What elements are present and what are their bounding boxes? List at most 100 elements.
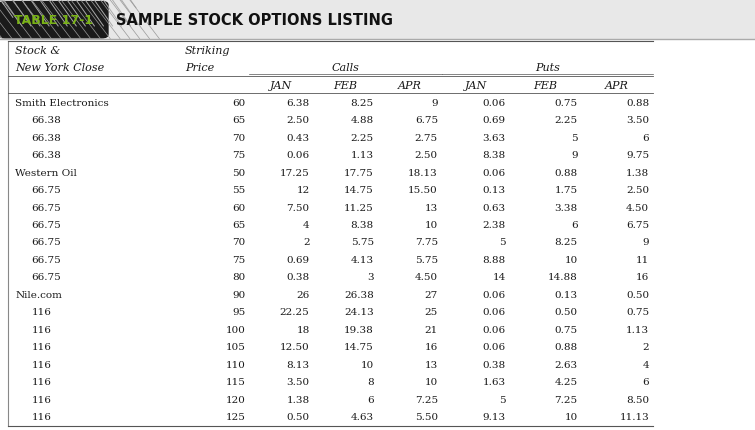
Text: 65: 65: [232, 116, 245, 125]
Text: 7.75: 7.75: [414, 238, 438, 247]
Text: SAMPLE STOCK OPTIONS LISTING: SAMPLE STOCK OPTIONS LISTING: [116, 13, 393, 28]
Text: 0.06: 0.06: [482, 98, 506, 108]
Text: FEB: FEB: [534, 80, 557, 90]
Text: 0.13: 0.13: [554, 290, 578, 299]
Text: 0.38: 0.38: [286, 273, 310, 282]
Text: 5.50: 5.50: [414, 412, 438, 421]
Text: 0.69: 0.69: [482, 116, 506, 125]
Text: 26: 26: [296, 290, 310, 299]
Text: 1.38: 1.38: [626, 168, 649, 177]
Text: 5.75: 5.75: [350, 238, 374, 247]
Text: 2.50: 2.50: [626, 186, 649, 194]
Text: 5: 5: [499, 395, 506, 404]
Text: Puts: Puts: [535, 63, 559, 73]
Text: 0.06: 0.06: [482, 308, 506, 317]
Text: 0.50: 0.50: [286, 412, 310, 421]
Text: 18.13: 18.13: [408, 168, 438, 177]
Text: 66.38: 66.38: [32, 133, 61, 142]
Text: 4.13: 4.13: [350, 255, 374, 264]
Text: Calls: Calls: [331, 63, 359, 73]
Text: 6.38: 6.38: [286, 98, 310, 108]
Text: 5: 5: [571, 133, 578, 142]
Text: 2.50: 2.50: [286, 116, 310, 125]
Text: 116: 116: [32, 360, 51, 369]
Text: 6.75: 6.75: [626, 221, 649, 230]
Text: 3.50: 3.50: [626, 116, 649, 125]
Text: 5.75: 5.75: [414, 255, 438, 264]
Text: 4: 4: [303, 221, 310, 230]
Text: 1.13: 1.13: [626, 325, 649, 334]
Text: 11.13: 11.13: [620, 412, 649, 421]
Text: 14.75: 14.75: [344, 186, 374, 194]
Text: 6: 6: [367, 395, 374, 404]
Text: TABLE 17-1: TABLE 17-1: [14, 14, 93, 27]
Text: 13: 13: [424, 360, 438, 369]
Text: 4.63: 4.63: [350, 412, 374, 421]
Text: 4.25: 4.25: [554, 378, 578, 387]
Text: Stock &: Stock &: [15, 46, 60, 55]
Text: 116: 116: [32, 308, 51, 317]
Text: 7.25: 7.25: [554, 395, 578, 404]
Text: 21: 21: [424, 325, 438, 334]
Text: 1.13: 1.13: [350, 150, 374, 160]
Text: 66.75: 66.75: [32, 221, 61, 230]
Text: 4: 4: [643, 360, 649, 369]
Text: 27: 27: [424, 290, 438, 299]
Text: 0.50: 0.50: [554, 308, 578, 317]
Text: 19.38: 19.38: [344, 325, 374, 334]
Text: 100: 100: [226, 325, 245, 334]
Text: 4.88: 4.88: [350, 116, 374, 125]
Text: 3.63: 3.63: [482, 133, 506, 142]
Text: 3.50: 3.50: [286, 378, 310, 387]
Text: 5: 5: [499, 238, 506, 247]
Text: 15.50: 15.50: [408, 186, 438, 194]
Text: 0.06: 0.06: [482, 290, 506, 299]
Text: 50: 50: [232, 168, 245, 177]
Text: 13: 13: [424, 203, 438, 212]
Text: 2.75: 2.75: [414, 133, 438, 142]
Text: 0.38: 0.38: [482, 360, 506, 369]
Text: 8.38: 8.38: [482, 150, 506, 160]
Text: 2.50: 2.50: [414, 150, 438, 160]
Text: 80: 80: [232, 273, 245, 282]
Text: 116: 116: [32, 378, 51, 387]
Text: 22.25: 22.25: [280, 308, 310, 317]
Text: 9: 9: [431, 98, 438, 108]
Text: 2.25: 2.25: [350, 133, 374, 142]
Text: 16: 16: [636, 273, 649, 282]
Text: 0.13: 0.13: [482, 186, 506, 194]
Text: 1.38: 1.38: [286, 395, 310, 404]
Text: 66.38: 66.38: [32, 150, 61, 160]
Text: FEB: FEB: [334, 80, 357, 90]
Text: 25: 25: [424, 308, 438, 317]
Text: 10: 10: [564, 255, 578, 264]
Text: 0.50: 0.50: [626, 290, 649, 299]
Text: 66.75: 66.75: [32, 203, 61, 212]
Text: JAN: JAN: [464, 80, 487, 90]
Text: 75: 75: [232, 150, 245, 160]
Text: 14.88: 14.88: [548, 273, 578, 282]
Text: APR: APR: [606, 80, 629, 90]
Text: 10: 10: [564, 412, 578, 421]
Text: 0.75: 0.75: [554, 325, 578, 334]
Text: 2: 2: [643, 343, 649, 352]
Text: 0.06: 0.06: [482, 343, 506, 352]
Text: 55: 55: [232, 186, 245, 194]
Text: Nile.com: Nile.com: [15, 290, 62, 299]
Text: 2.63: 2.63: [554, 360, 578, 369]
Text: 8.25: 8.25: [350, 98, 374, 108]
Text: 10: 10: [424, 221, 438, 230]
Text: 8.88: 8.88: [482, 255, 506, 264]
Text: New York Close: New York Close: [15, 63, 104, 73]
Text: 3.38: 3.38: [554, 203, 578, 212]
Text: APR: APR: [398, 80, 421, 90]
Text: 8.25: 8.25: [554, 238, 578, 247]
Text: 90: 90: [232, 290, 245, 299]
Text: 115: 115: [226, 378, 245, 387]
Text: Western Oil: Western Oil: [15, 168, 77, 177]
Text: 66.75: 66.75: [32, 273, 61, 282]
Text: 9: 9: [643, 238, 649, 247]
Text: 6: 6: [571, 221, 578, 230]
Text: 65: 65: [232, 221, 245, 230]
Text: 4.50: 4.50: [414, 273, 438, 282]
